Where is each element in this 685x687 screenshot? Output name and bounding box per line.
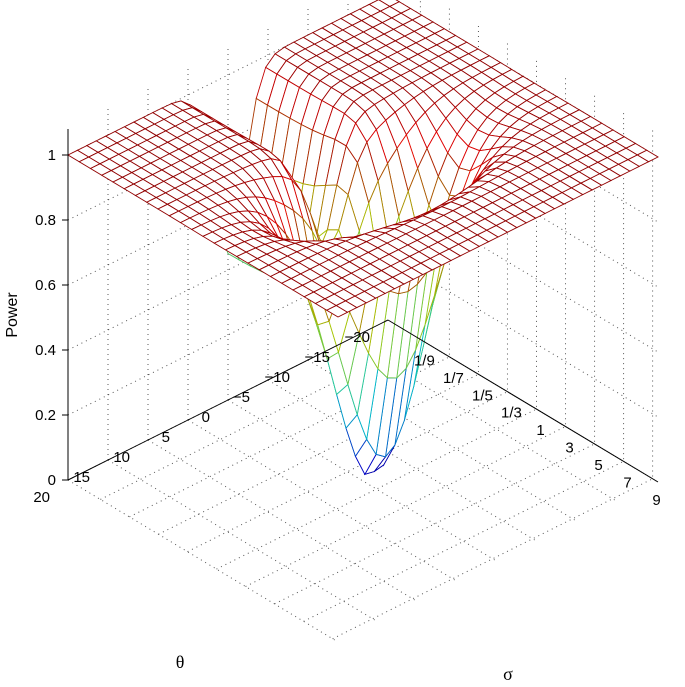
theta-tick-label: 0 [202,409,210,426]
z-tick-label: 0 [48,472,56,489]
theta-tick-label: 10 [113,449,130,466]
sigma-tick-label: 7 [623,474,631,491]
z-tick-label: 0.6 [35,277,56,294]
sigma-tick-label: 1/7 [443,370,464,387]
sigma-tick-label: 1 [536,422,544,439]
sigma-tick-label: 1/9 [414,352,435,369]
surface-cell [325,305,349,318]
z-tick-label: 0.4 [35,342,56,359]
sigma-axis-line [387,319,659,483]
sigma-tick-label: 1/3 [501,405,522,422]
theta-tick-label: 20 [33,489,50,506]
theta-tick-label: −20 [345,329,370,346]
surface-mesh [67,0,659,476]
sigma-axis-label: σ [503,664,513,684]
theta-tick-label: −10 [265,369,290,386]
theta-tick-label: −5 [233,389,250,406]
z-tick-label: 0.2 [35,407,56,424]
z-axis-label: Power [4,292,21,338]
grid-line [67,479,339,643]
theta-axis-label: θ [176,652,185,672]
theta-tick-label: 5 [162,429,170,446]
theta-tick-label: −15 [305,349,330,366]
tick-labels: 00.20.40.60.8120151050−5−10−15−201/91/71… [33,147,660,509]
z-tick-label: 1 [48,147,56,164]
theta-tick-label: 15 [73,469,90,486]
z-tick-label: 0.8 [35,212,56,229]
grid-line [187,419,459,583]
theta-axis-line [67,319,389,481]
grid-line [107,459,379,623]
sigma-tick-label: 1/5 [472,387,493,404]
sigma-tick-label: 3 [565,440,573,457]
sigma-tick-label: 5 [594,457,602,474]
axes [67,129,659,483]
sigma-tick-label: 9 [652,492,660,509]
